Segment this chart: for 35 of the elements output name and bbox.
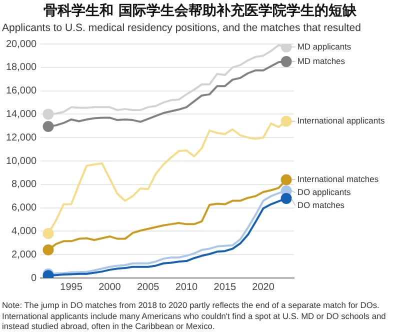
x-tick-label: 1995 xyxy=(60,282,83,293)
y-tick-label: 8,000 xyxy=(12,179,38,190)
y-tick-label: 20,000 xyxy=(6,38,38,50)
point xyxy=(42,228,54,240)
series-label: MD applicants xyxy=(297,41,352,52)
point xyxy=(280,116,292,127)
series-label: International matches xyxy=(297,174,379,184)
point xyxy=(280,174,292,186)
y-tick-label: 12,000 xyxy=(6,132,38,144)
x-tick-label: 2010 xyxy=(175,282,198,293)
series-label: DO applicants xyxy=(297,187,351,198)
x-tick-label: 2005 xyxy=(136,282,160,293)
point xyxy=(280,44,292,52)
x-tick-label: 2015 xyxy=(214,282,236,293)
point xyxy=(42,120,54,132)
series-label: MD matches xyxy=(297,56,346,66)
y-tick-label: 6,000 xyxy=(12,202,38,214)
series-label: International applicants xyxy=(297,116,385,126)
text: Note: The jump in DO matches from 2018 to 2020 partly reflects the end of a separate match for DOs. International applicants include many Americans who couldn't find a spot at U.S. MD or DO schools and instead studied abroad, often in the Caribbean or Mexico. xyxy=(2,300,387,332)
y-tick-label: 10,000 xyxy=(6,156,38,167)
y-tick-label: 2,000 xyxy=(12,249,38,260)
y-tick-label: 14,000 xyxy=(6,108,38,120)
point xyxy=(280,56,292,68)
point xyxy=(42,108,54,120)
x-tick-label: 2000 xyxy=(98,282,122,293)
chart-subtitle: Applicants to U.S. medical residency positions, and the matches that resulted xyxy=(2,22,361,34)
point xyxy=(280,192,292,204)
y-tick-label: 18,000 xyxy=(6,62,38,74)
y-tick-label: 4,000 xyxy=(12,226,38,237)
point xyxy=(42,244,54,256)
series-label: DO matches xyxy=(297,200,345,210)
y-tick-label: 16,000 xyxy=(6,86,38,97)
chart-title: 骨科学生和 国际学生会帮助补充医学院学生的短缺 xyxy=(42,2,358,20)
x-tick-label: 2020 xyxy=(252,282,275,293)
y-tick-label: 0 xyxy=(31,272,38,284)
